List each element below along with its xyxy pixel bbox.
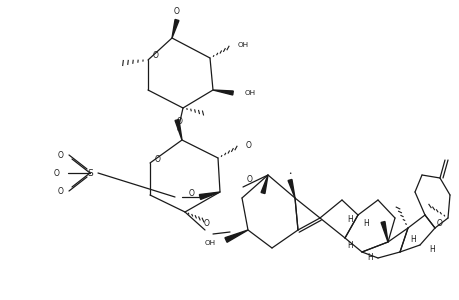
Text: S: S <box>87 169 93 178</box>
Text: O: O <box>174 8 179 16</box>
Text: H: H <box>347 215 352 224</box>
Text: H: H <box>366 253 372 262</box>
Polygon shape <box>199 192 219 200</box>
Polygon shape <box>224 230 247 242</box>
Text: O: O <box>436 218 442 227</box>
Text: OH: OH <box>245 90 256 96</box>
Polygon shape <box>261 175 268 194</box>
Text: O: O <box>246 140 252 149</box>
Text: O: O <box>189 188 195 197</box>
Polygon shape <box>172 20 179 38</box>
Text: •: • <box>288 170 291 175</box>
Text: H: H <box>409 236 415 244</box>
Text: H: H <box>428 245 434 254</box>
Text: O: O <box>58 187 64 196</box>
Polygon shape <box>175 119 182 140</box>
Polygon shape <box>213 90 233 95</box>
Text: OH: OH <box>237 42 249 48</box>
Polygon shape <box>380 221 387 242</box>
Text: O: O <box>177 116 183 125</box>
Polygon shape <box>287 179 294 198</box>
Text: O: O <box>204 220 209 229</box>
Text: OH: OH <box>204 240 216 246</box>
Text: O: O <box>58 151 64 160</box>
Text: O: O <box>54 169 60 178</box>
Text: H: H <box>347 242 352 250</box>
Text: H: H <box>362 218 368 227</box>
Text: O: O <box>155 155 161 164</box>
Text: O: O <box>153 50 159 59</box>
Text: O: O <box>246 176 252 184</box>
